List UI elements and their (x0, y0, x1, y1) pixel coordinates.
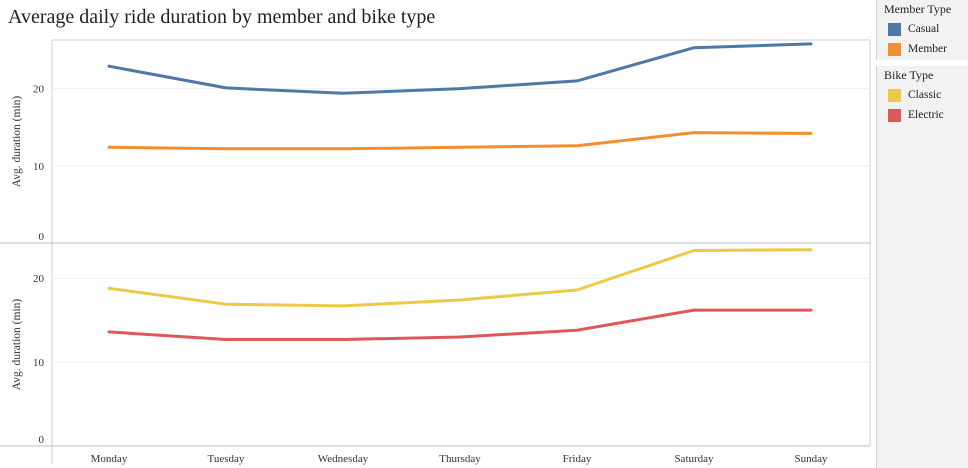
legend-label: Member (908, 43, 947, 55)
y-tick-label: 0 (39, 434, 45, 446)
legend-swatch (888, 22, 901, 36)
x-tick-label: Wednesday (318, 453, 369, 465)
legend-item-classic[interactable]: Classic (877, 85, 968, 105)
legend-swatch (888, 88, 901, 102)
series-line-electric (107, 308, 813, 341)
bike-type-legend: Bike Type Classic Electric (876, 66, 968, 468)
series-line-member (107, 131, 813, 151)
legend-item-casual[interactable]: Casual (877, 19, 968, 39)
x-tick-label: Friday (563, 453, 592, 465)
y-tick-label: 0 (39, 231, 45, 243)
y-tick-label: 10 (33, 161, 45, 173)
legend-label: Electric (908, 109, 944, 121)
series-line-casual (107, 42, 813, 95)
y-axis-title: Avg. duration (min) (11, 299, 23, 391)
y-tick-label: 10 (33, 357, 45, 369)
y-axis-title: Avg. duration (min) (11, 96, 23, 188)
chart-area: 0 10 20 Avg. duration (min) 0 10 20 Avg. durati… (0, 39, 871, 465)
chart-title: Average daily ride duration by member an… (8, 6, 436, 28)
x-tick-label: Tuesday (208, 453, 245, 465)
legend-title: Bike Type (884, 68, 934, 82)
member-type-legend: Member Type Casual Member (876, 0, 968, 60)
y-tick-label: 20 (33, 273, 45, 285)
series-line-classic (107, 248, 813, 308)
x-tick-label: Saturday (674, 453, 714, 465)
legend-label: Classic (908, 89, 942, 101)
legend-item-electric[interactable]: Electric (877, 105, 968, 125)
x-tick-label: Sunday (795, 453, 829, 465)
x-tick-label: Thursday (439, 453, 481, 465)
legend-swatch (888, 42, 901, 56)
y-tick-label: 20 (33, 84, 45, 96)
legend-title: Member Type (884, 2, 952, 16)
legend-item-member[interactable]: Member (877, 39, 968, 59)
legend-label: Casual (908, 23, 940, 35)
legend-swatch (888, 108, 901, 122)
x-tick-label: Monday (91, 453, 128, 465)
